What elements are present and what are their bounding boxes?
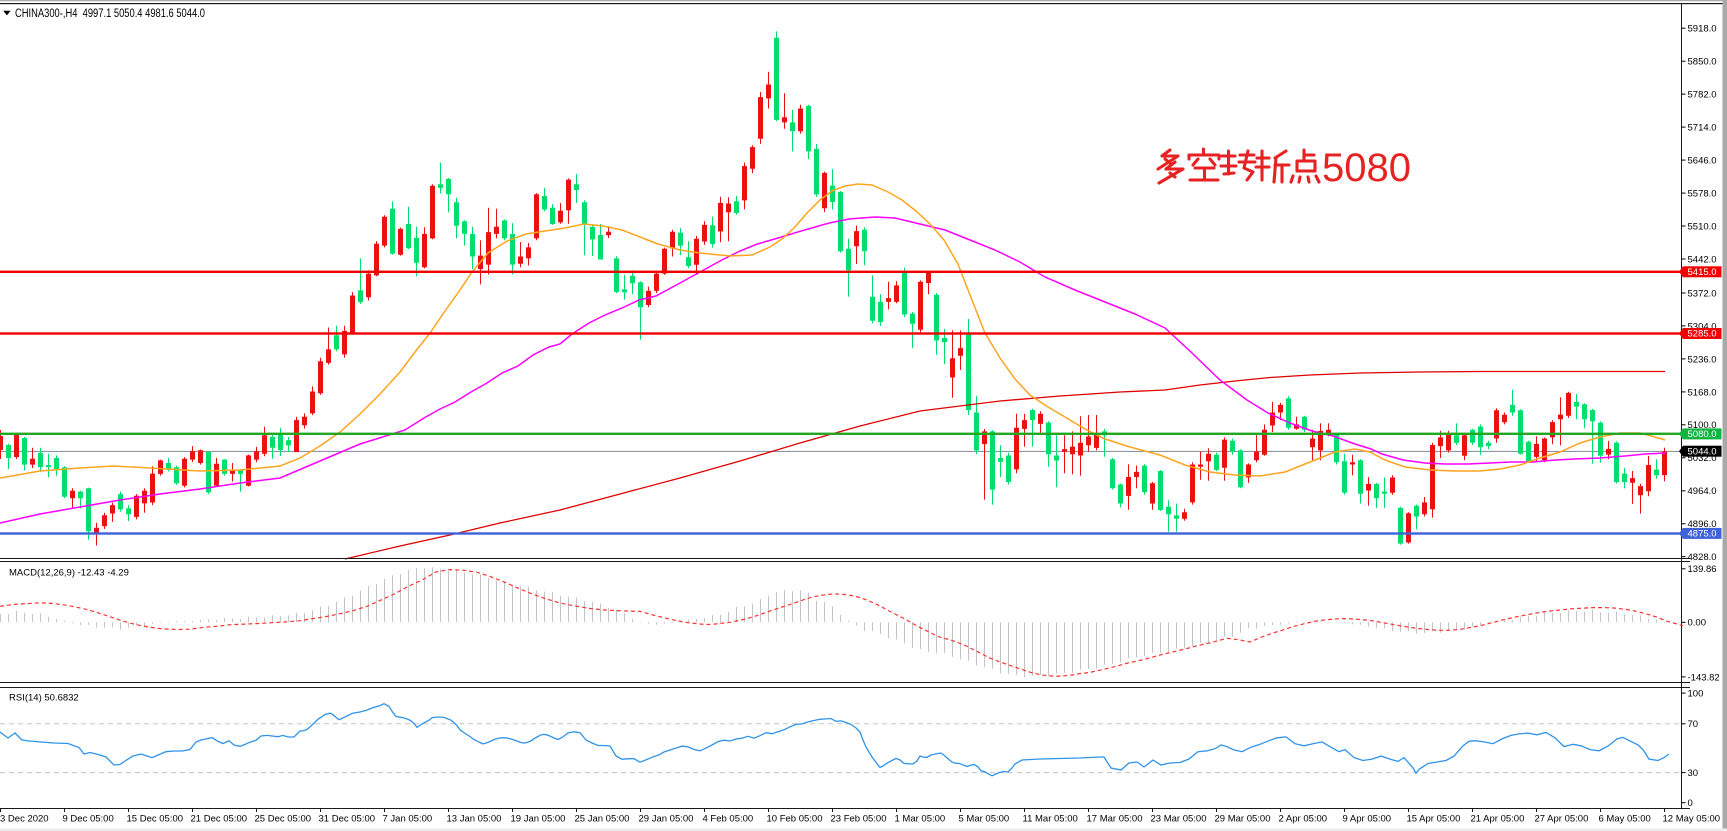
svg-text:5236.0: 5236.0	[1688, 354, 1717, 365]
svg-text:25 Jan 05:00: 25 Jan 05:00	[575, 814, 630, 825]
svg-text:5080: 5080	[1322, 146, 1411, 190]
svg-text:5646.0: 5646.0	[1688, 156, 1717, 167]
svg-text:29 Mar 05:00: 29 Mar 05:00	[1215, 814, 1271, 825]
svg-text:25 Dec 05:00: 25 Dec 05:00	[255, 814, 312, 825]
svg-text:70: 70	[1688, 719, 1699, 730]
svg-text:0: 0	[1688, 798, 1693, 809]
svg-text:31 Dec 05:00: 31 Dec 05:00	[319, 814, 376, 825]
svg-text:139.86: 139.86	[1688, 564, 1717, 575]
svg-text:12 May 05:00: 12 May 05:00	[1663, 814, 1721, 825]
svg-text:4896.0: 4896.0	[1688, 519, 1717, 530]
svg-text:RSI(14) 50.6832: RSI(14) 50.6832	[9, 693, 79, 704]
svg-text:21 Dec 05:00: 21 Dec 05:00	[191, 814, 248, 825]
svg-text:3 Dec 2020: 3 Dec 2020	[0, 814, 49, 825]
svg-text:5032.0: 5032.0	[1688, 453, 1717, 464]
svg-text:21 Apr 05:00: 21 Apr 05:00	[1471, 814, 1525, 825]
svg-text:5415.0: 5415.0	[1688, 267, 1717, 278]
svg-text:6 May 05:00: 6 May 05:00	[1599, 814, 1651, 825]
svg-text:15 Apr 05:00: 15 Apr 05:00	[1407, 814, 1461, 825]
svg-text:7 Jan 05:00: 7 Jan 05:00	[383, 814, 433, 825]
svg-text:5 Mar 05:00: 5 Mar 05:00	[959, 814, 1010, 825]
svg-text:11 Mar 05:00: 11 Mar 05:00	[1023, 814, 1078, 825]
svg-text:5044.0: 5044.0	[1688, 446, 1717, 457]
svg-text:0.00: 0.00	[1688, 618, 1707, 629]
svg-text:5714.0: 5714.0	[1688, 123, 1717, 134]
svg-text:17 Mar 05:00: 17 Mar 05:00	[1087, 814, 1143, 825]
svg-text:9 Apr 05:00: 9 Apr 05:00	[1343, 814, 1392, 825]
svg-text:5100.0: 5100.0	[1688, 420, 1717, 431]
svg-text:9 Dec 05:00: 9 Dec 05:00	[63, 814, 114, 825]
svg-text:5578.0: 5578.0	[1688, 189, 1717, 200]
svg-text:5285.0: 5285.0	[1688, 329, 1717, 340]
svg-text:100: 100	[1688, 689, 1704, 700]
svg-text:-143.82: -143.82	[1688, 672, 1720, 683]
svg-text:CHINA300-,H4 4997.1 5050.4 49: CHINA300-,H4 4997.1 5050.4 4981.6 5044.0	[15, 8, 205, 20]
svg-text:2 Apr 05:00: 2 Apr 05:00	[1279, 814, 1328, 825]
svg-text:15 Dec 05:00: 15 Dec 05:00	[127, 814, 184, 825]
svg-text:27 Apr 05:00: 27 Apr 05:00	[1535, 814, 1589, 825]
svg-text:MACD(12,26,9) -12.43 -4.29: MACD(12,26,9) -12.43 -4.29	[9, 568, 129, 579]
svg-text:4875.0: 4875.0	[1688, 529, 1717, 540]
svg-text:5304.0: 5304.0	[1688, 321, 1717, 332]
svg-text:23 Feb 05:00: 23 Feb 05:00	[831, 814, 887, 825]
svg-text:5442.0: 5442.0	[1688, 254, 1717, 265]
svg-text:1 Mar 05:00: 1 Mar 05:00	[895, 814, 946, 825]
svg-text:23 Mar 05:00: 23 Mar 05:00	[1151, 814, 1207, 825]
svg-text:5782.0: 5782.0	[1688, 90, 1717, 101]
svg-text:5168.0: 5168.0	[1688, 387, 1717, 398]
svg-text:5372.0: 5372.0	[1688, 288, 1717, 299]
svg-text:30: 30	[1688, 768, 1699, 779]
svg-text:4964.0: 4964.0	[1688, 486, 1717, 497]
svg-text:29 Jan 05:00: 29 Jan 05:00	[639, 814, 694, 825]
svg-text:13 Jan 05:00: 13 Jan 05:00	[447, 814, 502, 825]
svg-text:5850.0: 5850.0	[1688, 57, 1717, 68]
svg-text:5080.0: 5080.0	[1688, 429, 1717, 440]
svg-text:10 Feb 05:00: 10 Feb 05:00	[767, 814, 823, 825]
svg-text:4828.0: 4828.0	[1688, 552, 1717, 563]
svg-text:4 Feb 05:00: 4 Feb 05:00	[703, 814, 754, 825]
svg-text:5918.0: 5918.0	[1688, 24, 1717, 35]
svg-text:19 Jan 05:00: 19 Jan 05:00	[511, 814, 566, 825]
svg-text:5510.0: 5510.0	[1688, 221, 1717, 232]
